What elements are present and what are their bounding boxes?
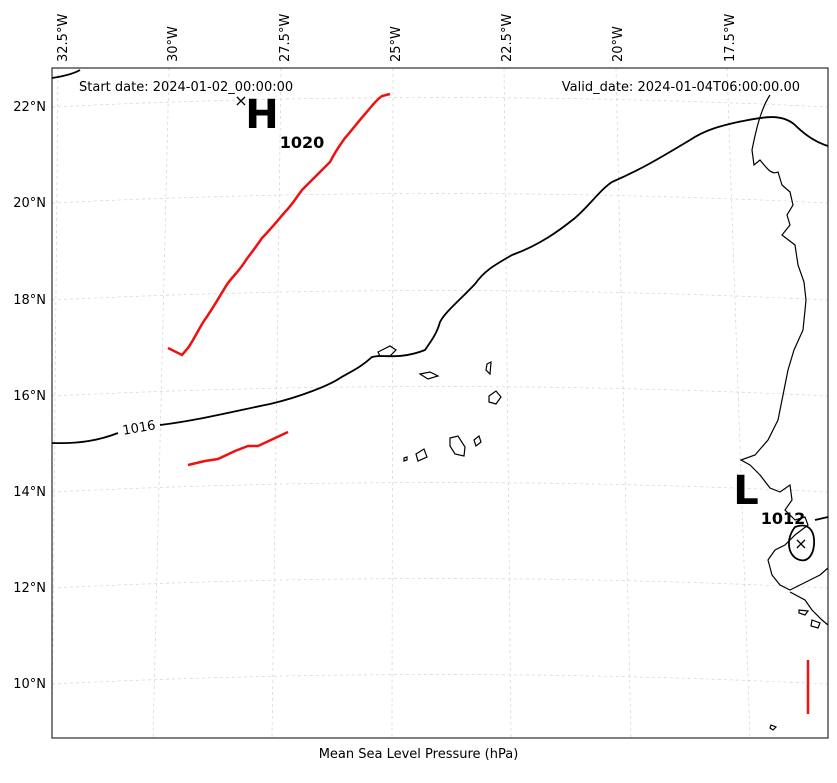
high-marker: × — [234, 91, 247, 110]
high-value: 1020 — [280, 133, 325, 152]
high-symbol: H — [245, 92, 278, 138]
lat-label: 16°N — [13, 389, 46, 404]
isobar-1016 — [51, 116, 829, 445]
coastline — [377, 94, 829, 731]
africa-coast — [739, 94, 829, 591]
lon-label: 17.5°W — [723, 14, 738, 62]
lat-label: 20°N — [13, 196, 46, 211]
map-caption: Mean Sea Level Pressure (hPa) — [318, 747, 519, 762]
lat-label: 12°N — [13, 581, 46, 596]
lon-label: 30°W — [166, 26, 181, 62]
start-date: Start date: 2024-01-02_00:00:00 — [79, 80, 293, 95]
lon-label: 25°W — [389, 26, 404, 62]
lat-label: 22°N — [13, 100, 46, 115]
low-symbol: L — [733, 468, 759, 514]
lat-label: 14°N — [13, 485, 46, 500]
lat-label: 10°N — [13, 677, 46, 692]
valid-date: Valid_date: 2024-01-04T06:00:00.00 — [562, 80, 800, 95]
isobar-label: 1016 — [121, 418, 156, 439]
map-frame — [51, 67, 829, 739]
lat-label: 18°N — [13, 293, 46, 308]
isobars — [51, 69, 829, 562]
guinea-coast — [789, 591, 829, 626]
low-value: 1012 — [761, 509, 806, 528]
isobar-low-1012 — [788, 524, 815, 562]
lon-label: 22.5°W — [500, 14, 515, 62]
red-lines — [167, 92, 810, 714]
lon-label: 27.5°W — [278, 14, 293, 62]
graticule — [51, 67, 829, 739]
low-marker: × — [794, 534, 807, 553]
lon-label: 20°W — [611, 26, 626, 62]
lon-label: 32.5°W — [56, 14, 71, 62]
